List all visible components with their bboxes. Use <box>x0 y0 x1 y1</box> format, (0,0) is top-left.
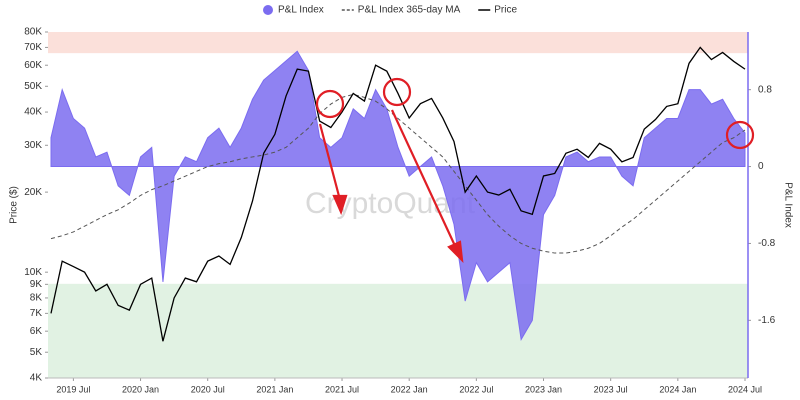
highlight-circle <box>725 120 755 150</box>
arrow-head <box>447 240 464 263</box>
zone-band <box>48 32 748 54</box>
legend-label: P&L Index 365-day MA <box>358 5 461 16</box>
y-tick-label: 4K <box>30 373 43 384</box>
y-tick-label: 8K <box>30 293 43 304</box>
x-tick-label: 2023 Jul <box>594 384 628 394</box>
y2-tick-label: 0.8 <box>758 84 772 95</box>
plot-background <box>48 32 748 378</box>
y-tick-label: 6K <box>30 326 43 337</box>
ma-line <box>50 93 746 254</box>
x-tick-label: 2022 Jul <box>459 384 493 394</box>
y-tick-label: 7K <box>30 308 43 319</box>
legend-label: Price <box>494 5 517 16</box>
y-tick-label: 40K <box>24 107 42 118</box>
x-tick-label: 2020 Jul <box>191 384 225 394</box>
arrow <box>318 123 342 201</box>
y-tick-label: 80K <box>24 27 42 38</box>
annotations <box>315 77 755 263</box>
pl-area <box>50 50 746 342</box>
legend-marker <box>263 5 273 15</box>
y2-axis-title: P&L Index <box>782 182 793 228</box>
y-tick-label: 10K <box>24 267 42 278</box>
y-tick-label: 50K <box>24 81 42 92</box>
highlight-circle <box>382 77 412 107</box>
y2-tick-label: -0.8 <box>758 238 776 249</box>
y-tick-label: 9K <box>30 279 43 290</box>
y-tick-label: 30K <box>24 140 42 151</box>
y-tick-label: 20K <box>24 187 42 198</box>
x-tick-label: 2021 Jul <box>325 384 359 394</box>
y-tick-label: 60K <box>24 60 42 71</box>
arrow-head <box>332 194 348 216</box>
arrow <box>391 109 457 249</box>
y2-tick-label: 0 <box>758 161 764 172</box>
legend-label: P&L Index <box>278 5 324 16</box>
price-line <box>50 46 746 342</box>
x-tick-label: 2022 Jan <box>391 384 428 394</box>
x-tick-label: 2019 Jul <box>56 384 90 394</box>
highlight-circle <box>315 89 345 119</box>
x-tick-label: 2020 Jan <box>122 384 159 394</box>
zone-band <box>48 283 748 378</box>
x-tick-label: 2024 Jan <box>659 384 696 394</box>
x-tick-label: 2023 Jan <box>525 384 562 394</box>
y-axis-title: Price ($) <box>9 186 20 224</box>
y-tick-label: 5K <box>30 347 43 358</box>
x-tick-label: 2024 Jul <box>728 384 762 394</box>
y2-tick-label: -1.6 <box>758 315 776 326</box>
x-tick-label: 2021 Jan <box>256 384 293 394</box>
y-tick-label: 70K <box>24 42 42 53</box>
